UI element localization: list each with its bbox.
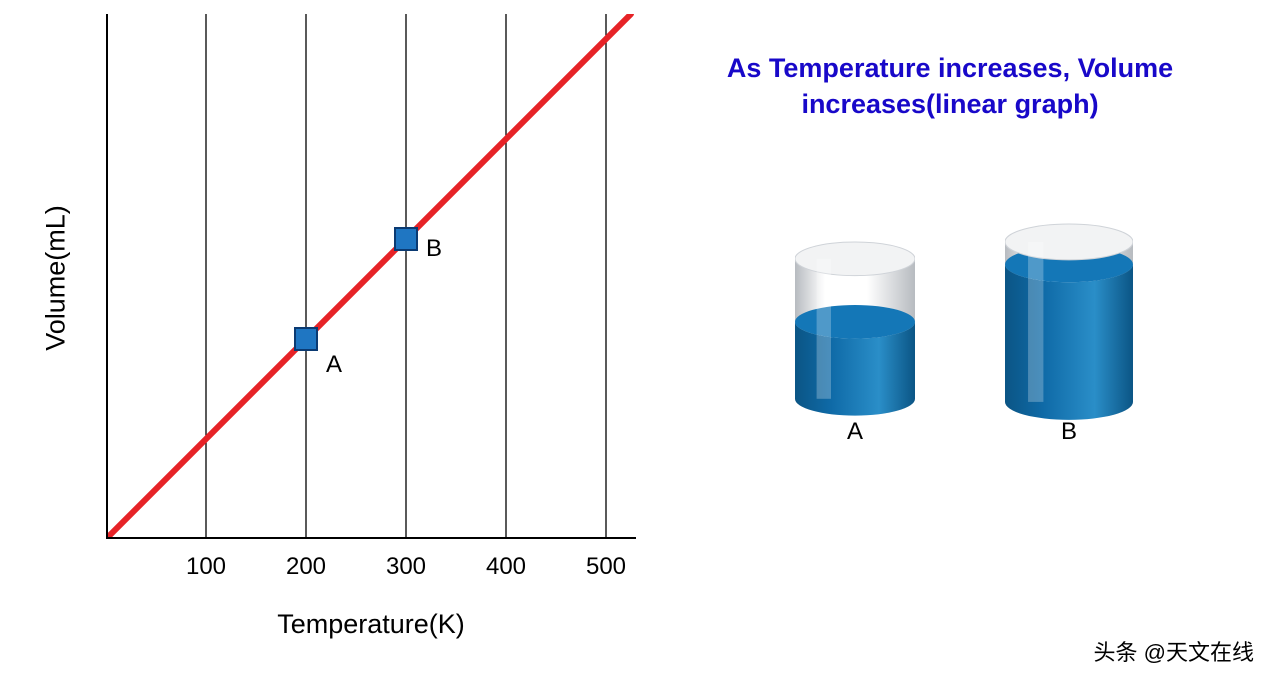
x-tick-label: 500 [586, 553, 626, 581]
cylinder-rim [1005, 224, 1133, 260]
cylinder-rim [795, 242, 915, 276]
x-tick-label: 300 [386, 553, 426, 581]
chart-svg [106, 14, 636, 539]
caption-line-1: As Temperature increases, Volume [727, 53, 1173, 83]
point-marker-a [295, 328, 317, 350]
point-label-a: A [326, 351, 342, 379]
cylinder-svg [795, 240, 915, 418]
cylinder-liquid [1005, 264, 1133, 420]
x-axis-label: Temperature(K) [277, 609, 465, 640]
caption-line-2: increases(linear graph) [801, 89, 1098, 119]
point-marker-b [395, 228, 417, 250]
cylinder-highlight [817, 259, 831, 399]
cylinder-label-a: A [847, 418, 863, 446]
series-line [106, 14, 631, 539]
x-tick-label: 100 [186, 553, 226, 581]
cylinder-svg [1005, 222, 1133, 422]
cylinder-a [795, 240, 915, 423]
y-axis-label: Volume(mL) [41, 205, 72, 351]
plot-area: 100200300400500 AB Temperature(K) [106, 14, 636, 539]
cylinder-b [1005, 222, 1133, 427]
cylinder-label-b: B [1061, 418, 1077, 446]
cylinder-liquid-top [795, 305, 915, 339]
point-label-b: B [426, 235, 442, 263]
watermark-text: 头条 @天文在线 [1094, 635, 1254, 667]
caption-text: As Temperature increases, Volume increas… [720, 50, 1180, 123]
cylinder-highlight [1028, 242, 1043, 402]
x-tick-label: 200 [286, 553, 326, 581]
x-tick-label: 400 [486, 553, 526, 581]
